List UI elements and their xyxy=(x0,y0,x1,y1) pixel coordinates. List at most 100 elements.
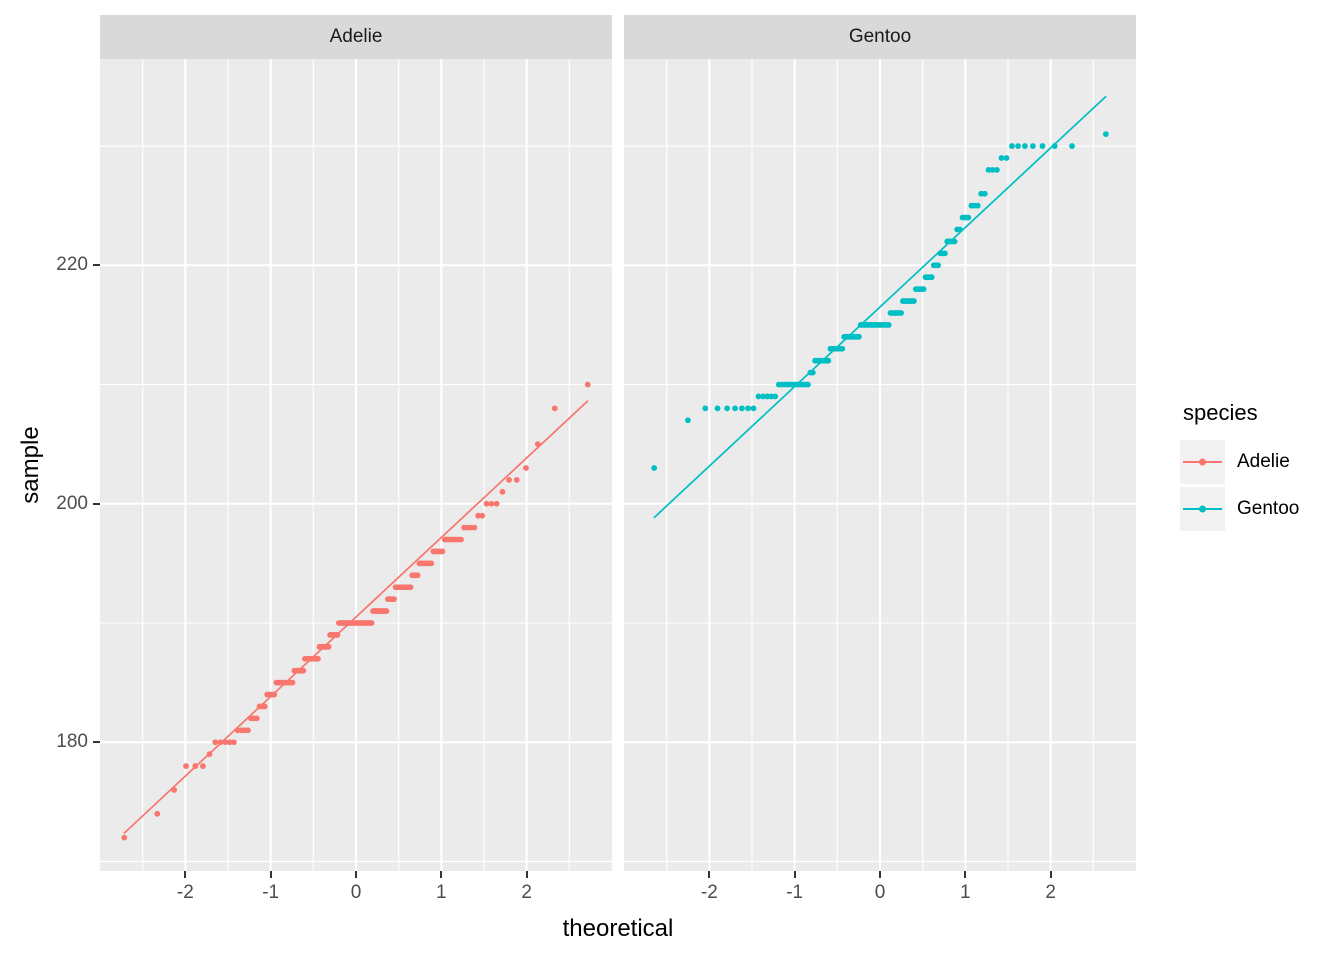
qq-point xyxy=(974,202,981,209)
qq-point xyxy=(898,310,904,316)
qq-point xyxy=(121,834,128,841)
qq-point xyxy=(1015,143,1021,149)
qq-point xyxy=(551,405,558,412)
qq-point xyxy=(439,548,446,555)
legend-entry-gentoo: Gentoo xyxy=(1180,487,1344,531)
legend-entry-label: Adelie xyxy=(1237,451,1290,472)
qq-point xyxy=(391,596,397,603)
x-tick-label: 1 xyxy=(436,882,447,903)
qq-point xyxy=(488,500,495,507)
qq-point xyxy=(245,727,251,734)
qq-point xyxy=(183,763,189,769)
qq-point xyxy=(685,417,691,424)
qq-point xyxy=(383,608,390,614)
qq-point xyxy=(513,477,520,483)
x-tick-label: 2 xyxy=(1045,882,1056,903)
qq-point xyxy=(1022,143,1028,149)
y-tick-label: 180 xyxy=(56,731,88,753)
qq-point xyxy=(253,715,260,722)
qq-point xyxy=(805,381,811,388)
x-tick-mark xyxy=(1049,871,1052,878)
qq-point xyxy=(1039,143,1046,149)
qq-point xyxy=(998,155,1005,161)
qq-point xyxy=(523,465,529,471)
panel-gentoo xyxy=(624,59,1136,871)
x-tick-label: -2 xyxy=(700,882,718,903)
qq-point xyxy=(325,643,332,650)
y-tick-label: 200 xyxy=(56,492,88,514)
x-tick-label: 1 xyxy=(960,882,971,903)
qq-point xyxy=(714,405,721,412)
x-tick-label: -2 xyxy=(176,882,194,903)
qq-point xyxy=(192,763,199,769)
qq-point xyxy=(534,441,541,448)
qq-point xyxy=(809,369,816,376)
qq-point xyxy=(1003,155,1010,161)
qq-point xyxy=(479,512,486,519)
qq-point xyxy=(951,238,958,245)
x-tick-mark xyxy=(440,871,443,878)
qq-point xyxy=(1051,143,1058,149)
x-tick-label: 0 xyxy=(874,882,886,903)
qq-point xyxy=(755,393,762,400)
qq-point xyxy=(885,321,892,328)
legend-entry-label: Gentoo xyxy=(1237,498,1300,519)
y-tick-mark xyxy=(93,264,100,267)
qq-point xyxy=(428,560,435,567)
qq-point xyxy=(839,345,846,352)
x-tick-mark xyxy=(184,871,187,878)
x-tick-mark xyxy=(879,871,881,878)
qq-point xyxy=(745,405,751,412)
qq-point xyxy=(985,166,992,173)
legend-key-adelie xyxy=(1180,440,1225,484)
qq-point xyxy=(724,405,731,412)
panel-adelie xyxy=(100,59,612,871)
qq-point xyxy=(993,166,1000,173)
legend: species Adelie Gentoo xyxy=(1180,400,1344,534)
qq-point xyxy=(739,405,745,412)
facet-strip-adelie: Adelie xyxy=(100,15,612,59)
qq-line-gentoo xyxy=(653,95,1107,519)
qq-point xyxy=(965,214,972,221)
qq-point xyxy=(458,536,464,543)
facet-strip-gentoo: Gentoo xyxy=(624,15,1136,59)
qq-point xyxy=(206,751,213,758)
y-tick-mark xyxy=(93,502,100,505)
qq-point xyxy=(407,584,414,591)
legend-key-gentoo xyxy=(1180,487,1225,531)
qq-point xyxy=(414,572,421,579)
qq-point xyxy=(825,357,832,364)
x-axis-title: theoretical xyxy=(562,915,674,942)
qq-point xyxy=(154,810,161,817)
qq-point xyxy=(483,500,490,507)
qq-point xyxy=(334,632,341,638)
qq-point xyxy=(200,763,206,769)
qq-point xyxy=(772,393,779,400)
qq-point xyxy=(506,477,512,483)
x-tick-label: 0 xyxy=(350,882,362,903)
qq-point xyxy=(732,405,738,412)
qq-point xyxy=(941,250,948,257)
qq-point xyxy=(989,166,996,173)
qq-point xyxy=(760,393,767,400)
qq-point xyxy=(212,739,219,746)
qq-point xyxy=(289,679,296,686)
qq-point xyxy=(1069,143,1075,149)
qq-point xyxy=(764,393,771,400)
qq-point xyxy=(475,512,482,519)
qq-point xyxy=(368,620,375,626)
qq-point xyxy=(1009,143,1015,149)
x-tick-mark xyxy=(269,871,272,878)
qq-point xyxy=(171,787,178,793)
qq-point xyxy=(651,465,658,471)
qq-point xyxy=(920,286,927,293)
qq-point xyxy=(226,739,233,746)
x-tick-mark xyxy=(525,871,528,878)
qq-point xyxy=(230,739,237,746)
qq-line-adelie xyxy=(123,400,589,835)
x-tick-mark xyxy=(964,871,967,878)
legend-entry-adelie: Adelie xyxy=(1180,440,1344,484)
legend-title: species xyxy=(1183,400,1258,425)
x-tick-mark xyxy=(355,871,357,878)
